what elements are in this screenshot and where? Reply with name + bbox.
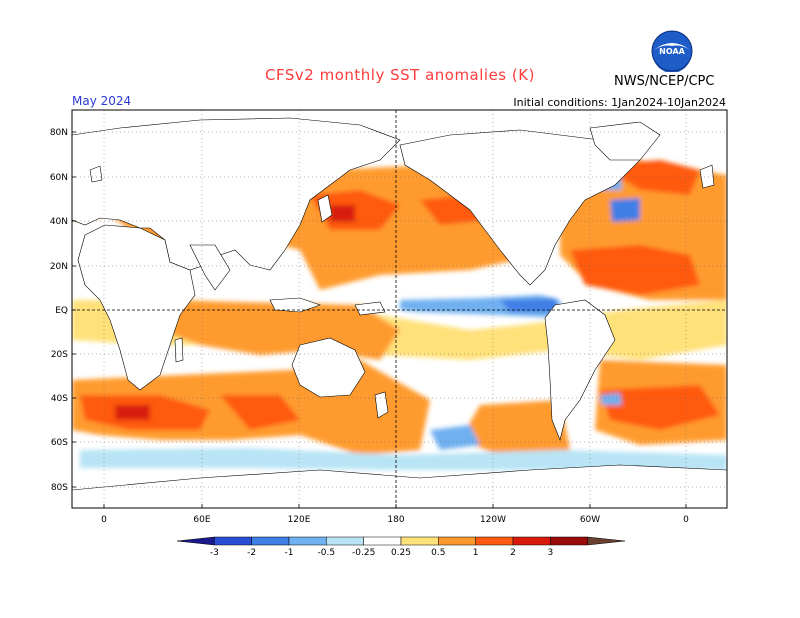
credit-text: NWS/NCEP/CPC: [614, 74, 715, 89]
colorbar-swatch: [512, 536, 551, 546]
longitude-label: 0: [683, 515, 689, 525]
anomaly-field: [72, 110, 727, 508]
latitude-label: 80N: [50, 128, 68, 138]
longitude-label: 180: [387, 515, 404, 525]
colorbar-swatch: [400, 536, 439, 546]
colorbar-label: -0.5: [318, 548, 336, 558]
latitude-label: 60N: [50, 173, 68, 183]
latitude-label: 20S: [51, 350, 68, 360]
longitude-label: 60W: [580, 515, 600, 525]
longitude-label: 120E: [288, 515, 311, 525]
colorbar-swatch: [214, 536, 252, 546]
latitude-label: EQ: [55, 306, 68, 316]
latitude-axis: 80N 60N 40N 20N EQ 20S 40S 60S 80S: [50, 128, 76, 493]
colorbar: -3 -2 -1 -0.5 -0.25 0.25 0.5 1 2 3: [176, 536, 626, 558]
land-masses: [72, 117, 727, 508]
latitude-label: 20N: [50, 262, 68, 272]
colorbar-label: 3: [547, 548, 553, 558]
colorbar-swatch: [251, 536, 290, 546]
latitude-label: 40S: [51, 394, 68, 404]
colorbar-swatch: [587, 536, 626, 546]
chart-title: CFSv2 monthly SST anomalies (K): [265, 66, 535, 84]
longitude-axis: 0 60E 120E 180 120W 60W 0: [101, 504, 689, 525]
colorbar-label: 0.25: [391, 548, 411, 558]
longitude-label: 120W: [480, 515, 506, 525]
colorbar-swatch: [288, 536, 327, 546]
noaa-logo: NOAA: [651, 30, 693, 72]
longitude-label: 0: [101, 515, 107, 525]
initial-conditions: Initial conditions: 1Jan2024-10Jan2024: [513, 96, 726, 109]
forecast-period: May 2024: [72, 94, 132, 108]
latitude-label: 60S: [51, 438, 68, 448]
logo-text: NOAA: [659, 47, 685, 56]
colorbar-label: 1: [473, 548, 479, 558]
graticule: [72, 110, 727, 508]
colorbar-swatch: [475, 536, 514, 546]
colorbar-swatch: [363, 536, 402, 546]
colorbar-label: -3: [210, 548, 219, 558]
colorbar-swatch: [438, 536, 476, 546]
colorbar-label: -0.25: [352, 548, 375, 558]
colorbar-swatch: [176, 536, 215, 546]
map-frame: [71, 109, 728, 509]
colorbar-label: 2: [510, 548, 516, 558]
longitude-label: 60E: [193, 515, 210, 525]
latitude-label: 80S: [51, 483, 68, 493]
colorbar-label: -1: [285, 548, 294, 558]
latitude-label: 40N: [50, 217, 68, 227]
colorbar-label: -2: [247, 548, 256, 558]
colorbar-swatch: [550, 536, 588, 546]
colorbar-label: 0.5: [431, 548, 445, 558]
colorbar-swatch: [326, 536, 364, 546]
